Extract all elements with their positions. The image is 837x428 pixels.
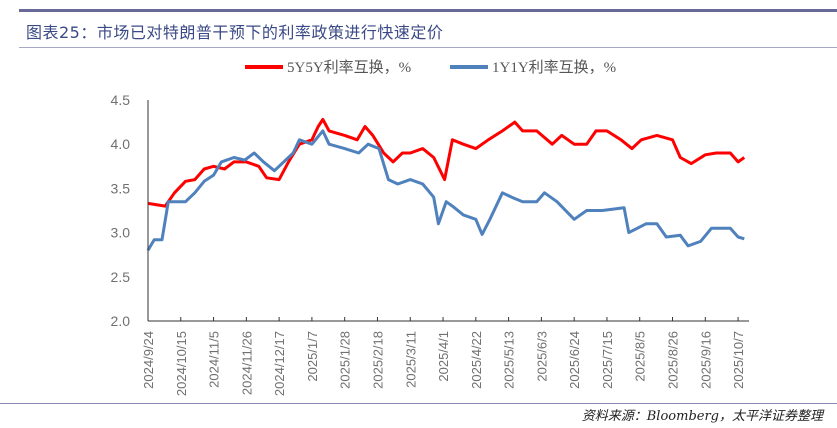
x-tick-label: 2025/6/24 — [567, 331, 582, 389]
figure-title: 图表25：市场已对特朗普干预下的利率政策进行快速定价 — [26, 23, 444, 42]
x-tick-label: 2025/1/28 — [338, 331, 353, 389]
title-top-rule — [19, 9, 837, 12]
x-tick-label: 2024/10/15 — [174, 331, 189, 396]
legend: 5Y5Y利率互换，% 1Y1Y利率互换，% — [245, 59, 616, 76]
x-tick-label: 2025/4/1 — [436, 331, 451, 382]
y-tick-label: 3.5 — [111, 180, 131, 196]
x-tick-label: 2024/12/17 — [272, 331, 287, 396]
y-tick-label: 2.0 — [111, 313, 131, 329]
title-bottom-rule — [19, 47, 837, 48]
source-note: 资料来源：Bloomberg，太平洋证券整理 — [581, 409, 823, 424]
series-line-5y5y — [147, 117, 746, 208]
x-tick-label: 2025/2/18 — [370, 331, 385, 389]
x-tick-label: 2025/3/11 — [403, 331, 418, 388]
x-tick-label: 2025/10/7 — [731, 331, 746, 389]
x-tick-label: 2025/9/16 — [698, 331, 713, 389]
y-tick-label: 4.0 — [111, 136, 131, 152]
x-tick-label: 2024/9/24 — [141, 331, 156, 389]
y-tick-label: 2.5 — [111, 269, 131, 285]
line-chart: 5Y5Y利率互换，% 1Y1Y利率互换，% 2.0 2.5 3.0 3.5 4.0 4.5… — [111, 59, 749, 396]
plot-area — [146, 117, 746, 252]
legend-label-1y1y: 1Y1Y利率互换，% — [492, 59, 616, 76]
x-tick-label: 2024/11/5 — [207, 331, 222, 388]
y-axis: 2.0 2.5 3.0 3.5 4.0 4.5 — [111, 92, 131, 329]
x-tick-label: 2025/6/3 — [534, 331, 549, 382]
legend-label-5y5y: 5Y5Y利率互换，% — [287, 59, 411, 76]
x-axis: 2024/9/24 2024/10/15 2024/11/5 2024/11/26 20… — [141, 317, 746, 396]
x-tick-label: 2025/1/7 — [305, 331, 320, 382]
footer-rule — [0, 403, 837, 404]
x-tick-label: 2025/7/15 — [600, 331, 615, 389]
y-tick-label: 3.0 — [111, 225, 131, 241]
x-tick-label: 2025/4/22 — [469, 331, 484, 389]
x-tick-label: 2025/8/26 — [666, 331, 681, 389]
x-tick-label: 2025/5/13 — [502, 331, 517, 389]
x-tick-label: 2024/11/26 — [239, 331, 254, 395]
y-tick-label: 4.5 — [111, 92, 131, 108]
x-tick-label: 2025/8/5 — [633, 331, 648, 382]
series-line-1y1y — [146, 129, 745, 252]
